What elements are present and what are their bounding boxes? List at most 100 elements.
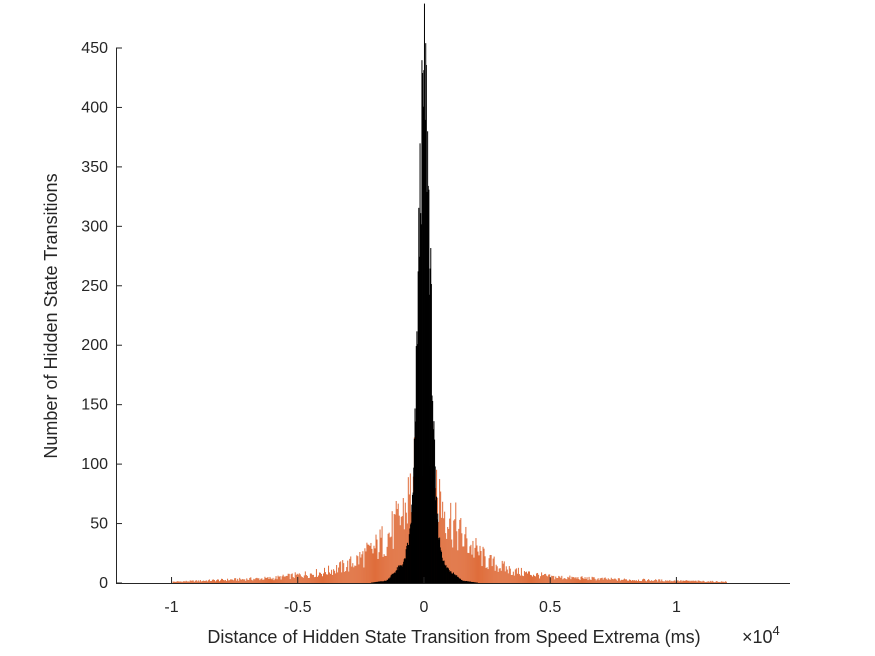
- orange-bar: [454, 519, 456, 583]
- black-bar: [399, 565, 401, 583]
- orange-bar: [542, 575, 544, 583]
- orange-bar: [278, 576, 280, 583]
- orange-bar: [649, 580, 651, 583]
- orange-bar: [347, 560, 349, 583]
- orange-bar: [255, 578, 257, 583]
- orange-bar: [685, 580, 687, 583]
- orange-bar: [184, 581, 186, 583]
- orange-bar: [189, 580, 191, 583]
- orange-bar: [407, 477, 409, 583]
- orange-bar: [526, 573, 528, 583]
- orange-bar: [693, 581, 695, 583]
- orange-bar: [374, 548, 376, 583]
- black-bar: [392, 574, 394, 583]
- orange-bar: [295, 574, 297, 583]
- orange-bar: [652, 580, 654, 583]
- orange-bar: [262, 579, 264, 583]
- orange-bar: [443, 518, 445, 583]
- orange-bar: [704, 582, 706, 583]
- orange-bar: [573, 577, 575, 583]
- orange-bar: [330, 573, 332, 583]
- black-bar: [445, 565, 447, 583]
- orange-bar: [181, 582, 183, 583]
- black-bar: [384, 580, 386, 583]
- orange-bar: [516, 573, 518, 583]
- orange-bar: [387, 533, 389, 583]
- black-bar: [408, 534, 410, 583]
- orange-bar: [511, 574, 513, 583]
- black-bar: [418, 207, 420, 583]
- orange-bar: [400, 516, 402, 583]
- orange-bar: [469, 546, 471, 583]
- orange-bar: [629, 579, 631, 583]
- orange-bar: [497, 571, 499, 583]
- orange-bar: [671, 580, 673, 583]
- orange-bar: [637, 581, 639, 583]
- orange-bar: [290, 574, 292, 583]
- orange-bar: [301, 577, 303, 583]
- orange-bar: [527, 571, 529, 583]
- orange-bar: [221, 578, 223, 583]
- orange-bar: [543, 574, 545, 583]
- orange-bar: [666, 581, 668, 583]
- black-bar: [374, 582, 376, 583]
- orange-bar: [369, 546, 371, 583]
- orange-bar: [635, 580, 637, 583]
- black-bar: [451, 573, 453, 583]
- black-bar: [398, 566, 400, 583]
- orange-bar: [234, 578, 236, 583]
- orange-bar: [662, 581, 664, 583]
- orange-bar: [673, 580, 675, 583]
- orange-bar: [508, 566, 510, 583]
- orange-bar: [689, 581, 691, 583]
- black-bar: [403, 559, 405, 583]
- black-bar: [405, 559, 407, 583]
- orange-bar: [709, 580, 711, 583]
- orange-bar: [499, 568, 501, 583]
- orange-bar: [191, 580, 193, 583]
- orange-bar: [593, 577, 595, 583]
- orange-bar: [300, 576, 302, 583]
- black-bar: [377, 581, 379, 583]
- orange-bar: [691, 581, 693, 583]
- orange-bar: [444, 511, 446, 583]
- orange-bar: [302, 577, 304, 583]
- orange-bar: [241, 579, 243, 583]
- orange-bar: [207, 580, 209, 583]
- black-bar: [458, 577, 460, 583]
- orange-bar: [698, 580, 700, 583]
- orange-bar: [512, 571, 514, 583]
- orange-bar: [201, 581, 203, 583]
- black-bar: [425, 43, 427, 584]
- orange-bar: [576, 578, 578, 583]
- orange-bar: [617, 578, 619, 583]
- black-bar: [464, 581, 466, 583]
- orange-bar: [586, 577, 588, 583]
- black-bar: [413, 438, 415, 583]
- orange-bar: [585, 578, 587, 583]
- black-bar: [446, 568, 448, 583]
- orange-bar: [701, 581, 703, 583]
- orange-bar: [287, 573, 289, 583]
- orange-bar: [222, 578, 224, 583]
- orange-bar: [699, 581, 701, 583]
- black-bar: [444, 565, 446, 583]
- orange-bar: [486, 567, 488, 583]
- orange-bar: [364, 548, 366, 583]
- black-bar: [418, 256, 420, 583]
- orange-bar: [350, 556, 352, 583]
- orange-bar: [720, 581, 722, 583]
- orange-bar: [200, 581, 202, 583]
- orange-bar: [274, 578, 276, 583]
- orange-bar: [187, 581, 189, 583]
- orange-bar: [198, 581, 200, 583]
- orange-bar: [692, 580, 694, 583]
- orange-bar: [725, 581, 727, 583]
- orange-bar: [213, 579, 215, 583]
- orange-bar: [473, 557, 475, 583]
- orange-bar: [216, 579, 218, 583]
- black-bar: [452, 573, 454, 583]
- orange-bar: [315, 569, 317, 583]
- black-bar: [398, 565, 400, 583]
- orange-bar: [326, 574, 328, 583]
